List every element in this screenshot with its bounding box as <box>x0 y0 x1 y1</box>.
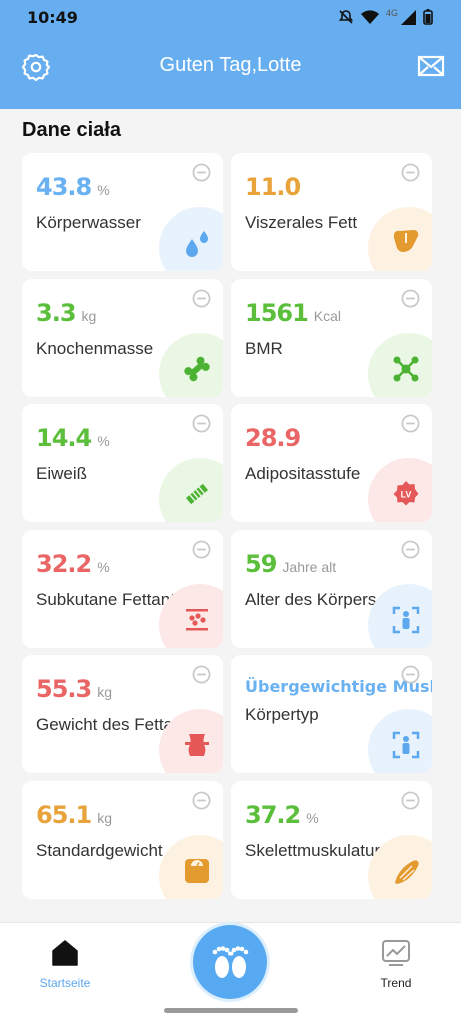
remove-icon[interactable] <box>192 540 211 559</box>
metric-card-body-water[interactable]: 43.8% Körperwasser <box>22 153 223 271</box>
svg-text:LV: LV <box>401 490 412 500</box>
nav-trend[interactable]: Trend <box>361 939 431 990</box>
metric-label: Körperwasser <box>36 213 141 232</box>
nav-trend-label: Trend <box>380 976 412 990</box>
remove-icon[interactable] <box>192 414 211 433</box>
metric-card-bone-mass[interactable]: 3.3 kg Knochenmasse <box>22 279 223 397</box>
metric-card-obesity-level[interactable]: 28.9 Adipositasstufe LV <box>231 404 432 522</box>
metric-value: 3.3 kg <box>36 299 97 327</box>
body-age-icon <box>368 584 432 648</box>
molecule-icon <box>368 333 432 397</box>
remove-icon[interactable] <box>401 540 420 559</box>
body-type-icon <box>368 709 432 773</box>
metric-label: Subkutane Fettanteil <box>36 590 192 609</box>
remove-icon[interactable] <box>401 289 420 308</box>
nav-home-label: Startseite <box>39 976 91 990</box>
bottom-navigation: Startseite Trend <box>0 922 461 1024</box>
remove-icon[interactable] <box>401 414 420 433</box>
metric-card-body-type[interactable]: Übergewichtige Muskeltyp Körpertyp <box>231 655 432 773</box>
metric-label: Skelettmuskulatur <box>245 841 381 860</box>
metric-label: Alter des Körpers <box>245 590 377 609</box>
battery-icon <box>423 9 433 25</box>
metric-card-visceral-fat[interactable]: 11.0 Viszerales Fett <box>231 153 432 271</box>
metric-value: 65.1 kg <box>36 801 113 829</box>
dnd-icon <box>338 10 354 24</box>
signal-icon <box>401 9 416 25</box>
lv-badge-icon: LV <box>368 458 432 522</box>
water-drops-icon <box>159 207 223 271</box>
metric-value: 28.9 <box>245 424 301 452</box>
remove-icon[interactable] <box>401 163 420 182</box>
scale-icon <box>159 835 223 899</box>
metric-value: 55.3 kg <box>36 675 113 703</box>
metric-value: 1561 Kcal <box>245 299 342 327</box>
gear-icon[interactable] <box>22 53 50 81</box>
section-title: Dane ciała <box>22 119 121 141</box>
remove-icon[interactable] <box>192 163 211 182</box>
metric-value: Übergewichtige Muskeltyp <box>245 677 432 696</box>
metric-label: Adipositasstufe <box>245 464 361 483</box>
remove-icon[interactable] <box>192 791 211 810</box>
network-label: 4G <box>385 8 398 18</box>
metric-card-fat-loss-weight[interactable]: 55.3 kg Gewicht des Fettabbaus <box>22 655 223 773</box>
footprints-icon <box>212 946 249 978</box>
home-icon <box>52 940 78 966</box>
metric-card-body-age[interactable]: 59 Jahre alt Alter des Körpers <box>231 530 432 648</box>
organ-icon <box>368 207 432 271</box>
metric-card-standard-weight[interactable]: 65.1 kg Standardgewicht <box>22 781 223 899</box>
nav-home[interactable]: Startseite <box>30 939 100 990</box>
metric-value: 14.4% <box>36 424 110 452</box>
metric-label: Standardgewicht <box>36 841 163 860</box>
metric-label: Körpertyp <box>245 705 319 724</box>
remove-icon[interactable] <box>401 791 420 810</box>
mail-icon[interactable] <box>417 54 445 78</box>
metric-value: 37.2% <box>245 801 319 829</box>
metric-value: 11.0 <box>245 173 301 201</box>
remove-icon[interactable] <box>192 289 211 308</box>
status-bar: 10:49 4G <box>0 0 461 34</box>
remove-icon[interactable] <box>401 665 420 684</box>
page-title: Guten Tag,Lotte <box>159 54 302 76</box>
measure-button[interactable] <box>193 925 267 999</box>
protein-icon <box>159 458 223 522</box>
metric-card-skeletal-muscle[interactable]: 37.2% Skelettmuskulatur <box>231 781 432 899</box>
metric-label: Viszerales Fett <box>245 213 358 232</box>
metric-value: 43.8% <box>36 173 110 201</box>
gesture-bar <box>164 1008 298 1013</box>
bone-icon <box>159 333 223 397</box>
remove-icon[interactable] <box>192 665 211 684</box>
status-icons: 4G <box>338 8 433 25</box>
wifi-icon <box>360 9 379 24</box>
metric-card-bmr[interactable]: 1561 Kcal BMR <box>231 279 432 397</box>
metric-label: BMR <box>245 339 283 358</box>
trend-icon <box>382 940 410 966</box>
metric-value: 32.2% <box>36 550 110 578</box>
status-time: 10:49 <box>27 8 78 27</box>
metric-card-subcutaneous-fat[interactable]: 32.2% Subkutane Fettanteil <box>22 530 223 648</box>
metric-value: 59 Jahre alt <box>245 550 337 578</box>
app-header: Guten Tag,Lotte <box>0 34 461 109</box>
metric-label: Knochenmasse <box>36 339 154 358</box>
metric-label: Eiweiß <box>36 464 88 483</box>
metric-card-protein[interactable]: 14.4% Eiweiß <box>22 404 223 522</box>
